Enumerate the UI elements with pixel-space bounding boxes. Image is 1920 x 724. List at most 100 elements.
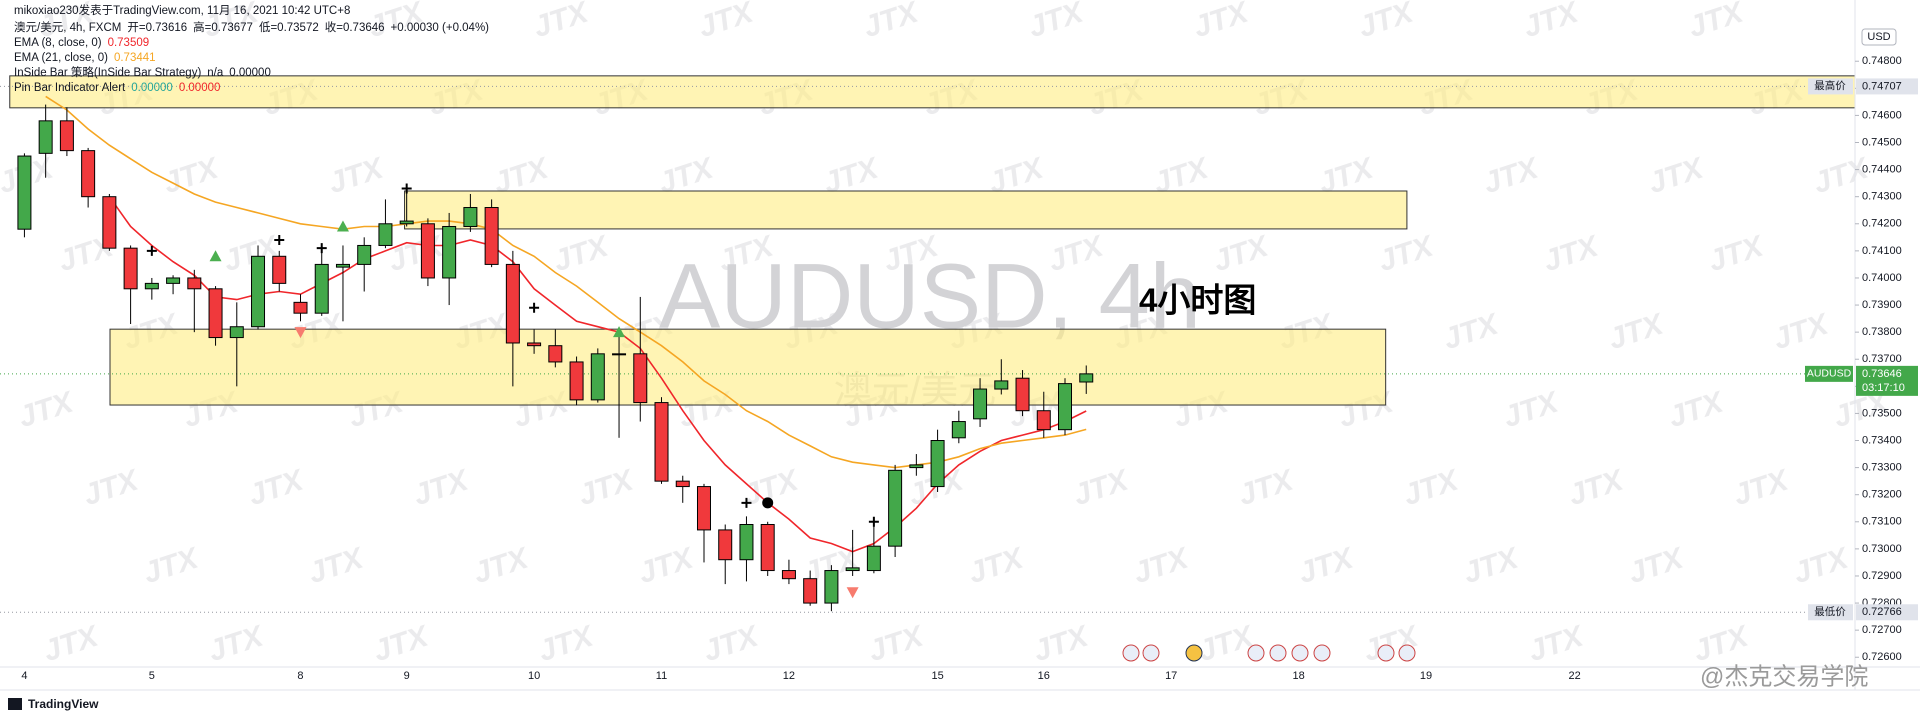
event-icon — [1185, 644, 1203, 662]
x-tick-label: 22 — [1569, 670, 1581, 682]
brand-watermark: JTX — [1359, 619, 1423, 668]
ohlc-label: 开=0.73616 — [127, 22, 188, 34]
brand-watermark: JTX — [634, 541, 698, 590]
legend-name: EMA (8, close, 0) — [14, 37, 102, 49]
signal-plus — [274, 235, 285, 246]
logo-icon — [8, 698, 22, 710]
event-icon — [1269, 644, 1287, 662]
candle-body — [251, 255, 266, 328]
indicator-entry: Pin Bar Indicator Alert 0.00000 0.00000 — [14, 81, 495, 96]
y-tick-label: 0.74500 — [1862, 136, 1902, 148]
footer-logo: TradingView — [28, 697, 99, 711]
brand-watermark: JTX — [864, 619, 928, 668]
plot — [0, 75, 1856, 613]
brand-watermark: JTX — [1789, 541, 1853, 590]
candle-body — [1036, 410, 1051, 431]
y-tick-label: 0.74600 — [1862, 109, 1902, 121]
brand-watermark: JTX — [1499, 385, 1563, 434]
signal-down — [846, 587, 859, 599]
candle-body — [527, 342, 542, 347]
candle-body — [102, 196, 117, 249]
brand-watermark: JTX — [1024, 0, 1088, 44]
brand-watermark: JTX — [699, 619, 763, 668]
x-tick-label: 5 — [149, 670, 155, 682]
x-tick-label: 9 — [404, 670, 410, 682]
candle-body — [930, 440, 945, 488]
brand-watermark: JTX — [1684, 0, 1748, 44]
candle-body — [357, 244, 372, 265]
price-label-box — [1856, 365, 1918, 396]
brand-watermark: JTX — [204, 619, 268, 668]
x-tick-label: 8 — [297, 670, 303, 682]
y-tick-label: 0.74800 — [1862, 55, 1902, 67]
signal-plus — [401, 183, 412, 194]
indicator-entry: InSide Bar 策略(InSide Bar Strategy) n/a 0.0… — [14, 66, 495, 81]
zone — [109, 328, 1387, 406]
candle-body — [335, 263, 350, 268]
y-tick-label: 0.74000 — [1862, 272, 1902, 284]
candle-body — [590, 353, 605, 401]
brand-watermark: JTX — [1664, 385, 1728, 434]
candle-body — [59, 120, 74, 152]
price-tag-box — [1808, 604, 1853, 621]
candle-body — [866, 545, 881, 572]
candle-body — [399, 220, 414, 225]
price-label-box — [1856, 604, 1918, 621]
credit: @杰克交易学院 — [1700, 663, 1868, 690]
y-tick-label: 0.74300 — [1862, 191, 1902, 203]
ema-line — [108, 196, 1087, 553]
candle-body — [675, 480, 690, 488]
brand-watermark: JTX — [1524, 619, 1588, 668]
signal-plus — [316, 243, 327, 254]
candle-body — [505, 263, 520, 344]
countdown: 03:17:10 — [1862, 382, 1905, 394]
event-icon — [1247, 644, 1265, 662]
legend-value: 0.73441 — [113, 52, 156, 64]
brand-watermark: JTX — [384, 229, 448, 278]
indicator-value: 0.00000 — [131, 82, 173, 94]
brand-watermark: JTX — [1459, 541, 1523, 590]
candle-body — [17, 155, 32, 230]
brand-watermark: JTX — [1624, 541, 1688, 590]
x-tick-label: 18 — [1292, 670, 1304, 682]
price-tag-box — [1808, 78, 1853, 95]
series-legend: EMA (8, close, 0) 0.73509 EMA (21, close, … — [14, 36, 495, 66]
legend-entry: EMA (21, close, 0) 0.73441 — [14, 51, 495, 66]
candle-body — [442, 225, 457, 279]
brand-watermark: JTX — [139, 541, 203, 590]
candle-body — [38, 120, 53, 154]
candle-body — [739, 523, 754, 561]
candle-body — [781, 570, 796, 580]
candle-body — [718, 529, 733, 561]
candle-body — [187, 277, 202, 290]
y-tick-label: 0.73000 — [1862, 543, 1902, 555]
brand-watermark: JTX — [1129, 541, 1193, 590]
x-tick-label: 4 — [21, 670, 27, 682]
candle-body — [973, 388, 988, 420]
symbol: 澳元/美元, 4h, FXCM — [14, 22, 122, 34]
brand-watermark: JTX — [244, 463, 308, 512]
event-icon — [1313, 644, 1331, 662]
signal-plus — [146, 245, 157, 256]
brand-watermark: JTX — [1604, 307, 1668, 356]
zone — [404, 190, 1408, 230]
signal-up — [613, 326, 626, 338]
currency-box — [1861, 28, 1897, 46]
ohlc-label: 收=0.73646 — [324, 22, 385, 34]
indicator-legend: InSide Bar 策略(InSide Bar Strategy) n/a 0.0… — [14, 66, 495, 96]
candle-body — [548, 345, 563, 363]
candle-body — [484, 207, 499, 265]
brand-watermark: JTX — [369, 619, 433, 668]
brand-watermark: JTX — [549, 229, 613, 278]
brand-watermark: JTX — [859, 0, 923, 44]
candle-body — [994, 380, 1009, 390]
y-tick-label: 0.73200 — [1862, 489, 1902, 501]
brand-watermark: JTX — [534, 619, 598, 668]
brand-watermark: JTX — [1689, 619, 1753, 668]
candle-body — [144, 282, 159, 290]
brand-watermark: JTX — [1209, 229, 1273, 278]
indicator-value: 0.00000 — [229, 67, 271, 79]
brand-watermark: JTX — [1644, 151, 1708, 200]
price-tag: 最高价 — [1814, 79, 1846, 92]
